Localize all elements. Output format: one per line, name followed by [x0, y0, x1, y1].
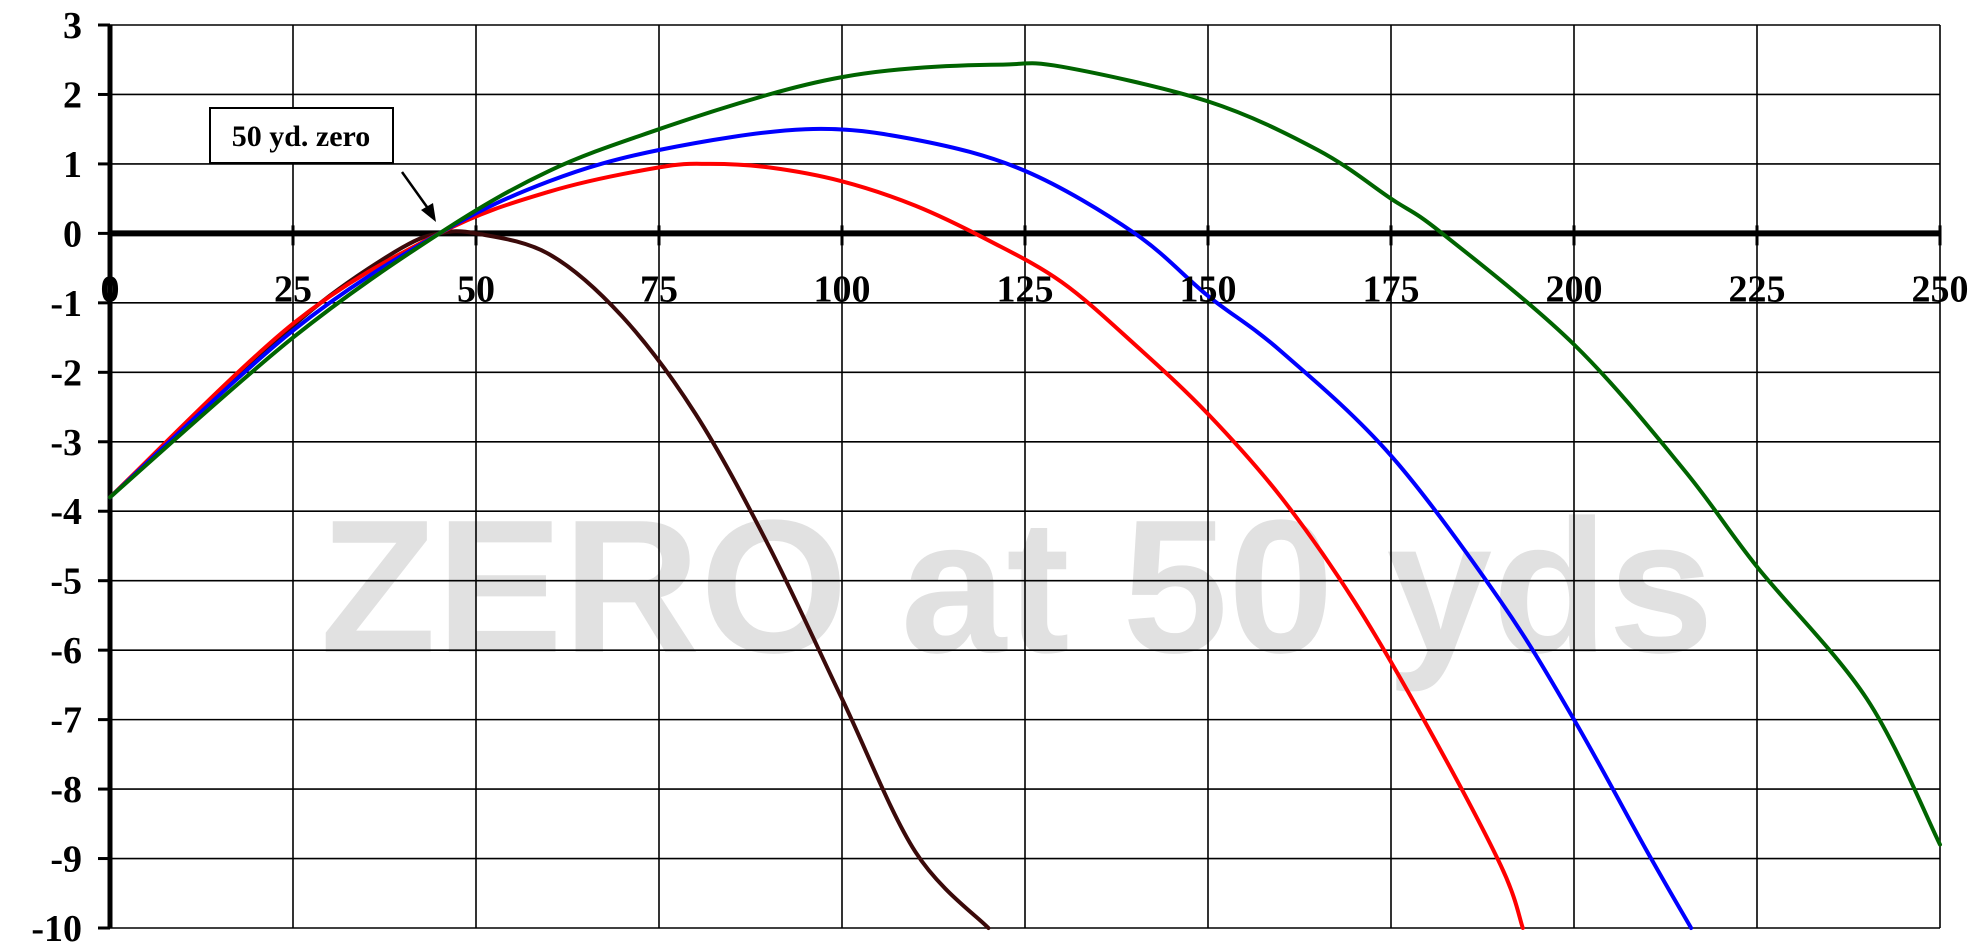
watermark-text: ZERO at 50 yds [320, 481, 1714, 693]
y-tick-label: 0 [63, 213, 82, 255]
x-tick-label: 75 [640, 268, 678, 310]
x-tick-label: 250 [1912, 268, 1969, 310]
y-tick-label: -7 [50, 700, 82, 742]
x-tick-label: 200 [1546, 268, 1603, 310]
x-tick-label: 125 [997, 268, 1054, 310]
x-tick-label: 25 [274, 268, 312, 310]
watermark-layer: ZERO at 50 yds [320, 481, 1714, 693]
grid-layer [110, 24, 1941, 929]
tick-label-layer: 3 2 1 0 -1 -2 -3 -4 -5 -6 -7 -8 -9 -10 0 25 50 75 100 125 15… [31, 5, 1968, 948]
y-tick-label: 3 [63, 5, 82, 47]
y-tick-label: -6 [50, 630, 82, 672]
y-tick-label: 1 [63, 144, 82, 186]
annotation-box [209, 107, 394, 164]
series-layer [108, 61, 1942, 930]
y-tick-label: -4 [50, 491, 82, 533]
y-tick-label: 2 [63, 74, 82, 116]
annotation-label: 50 yd. zero [232, 120, 371, 153]
annotation-arrowhead [421, 203, 436, 222]
y-tick-label: -9 [50, 839, 82, 881]
annotation: 50 yd. zero [209, 107, 436, 222]
x-tick-label: 0 [101, 268, 120, 310]
x-tick-label: 225 [1729, 268, 1786, 310]
y-tick-label: -8 [50, 769, 82, 811]
y-tick-label: -2 [50, 352, 82, 394]
y-tick-label: -10 [31, 908, 82, 948]
x-tick-label: 175 [1363, 268, 1420, 310]
x-tick-label: 50 [457, 268, 495, 310]
series-line [108, 229, 991, 930]
x-tick-label: 100 [814, 268, 871, 310]
y-tick-label: -3 [50, 422, 82, 464]
x-tick-label: 150 [1180, 268, 1237, 310]
y-tick-label: -1 [50, 283, 82, 325]
axis-layer [98, 23, 1942, 930]
y-tick-label: -5 [50, 561, 82, 603]
series-line [108, 61, 1942, 847]
